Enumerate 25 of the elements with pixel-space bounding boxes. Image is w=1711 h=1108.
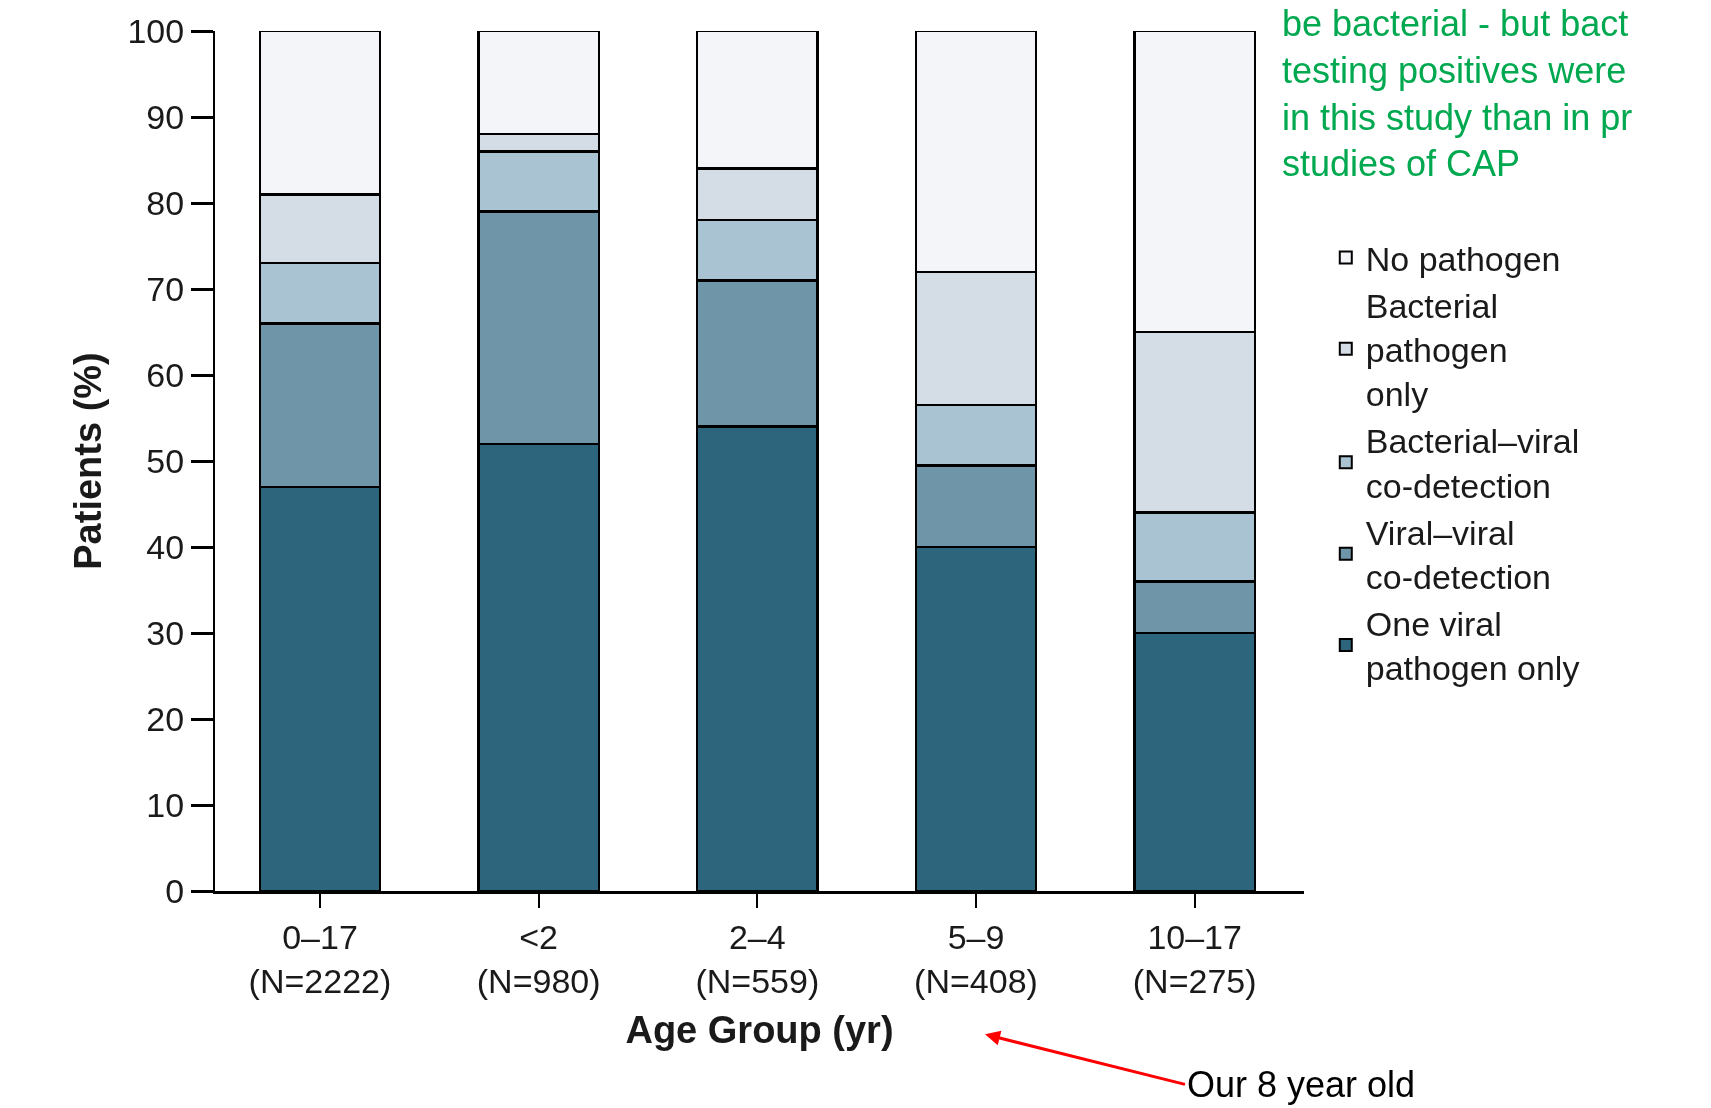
- legend-label: Bacterial pathogen only: [1365, 286, 1508, 414]
- y-tick-label: 70: [146, 269, 185, 308]
- annotation: be bacterial - but bact testing positives were in this study than in pr studies of CAP: [1282, 3, 1633, 185]
- y-tick-label: 90: [146, 97, 185, 136]
- legend-label: Bacterial–viral co-detection: [1365, 422, 1580, 505]
- x-tick-label: 2–4 (N=559): [695, 917, 820, 1000]
- y-tick-label: 10: [146, 785, 185, 824]
- y-tick-label: 20: [146, 699, 185, 738]
- legend-label: One viral pathogen only: [1365, 605, 1580, 688]
- x-tick-label: 0–17 (N=2222): [248, 917, 392, 1000]
- x-tick-label: 5–9 (N=408): [914, 917, 1038, 1000]
- legend-label: Viral–viral co-detection: [1365, 513, 1552, 597]
- x-tick-label: 10–17 (N=275): [1132, 917, 1257, 1000]
- y-tick-label: 100: [127, 11, 185, 50]
- y-tick-label: 40: [146, 527, 185, 566]
- y-tick-label: 0: [165, 871, 185, 910]
- y-tick-label: 30: [146, 613, 185, 652]
- y-tick-label: 60: [146, 355, 185, 394]
- legend-label: No pathogen: [1365, 239, 1561, 278]
- text: Our 8 year old: [1187, 1064, 1416, 1105]
- x-tick-label: <2 (N=980): [476, 917, 601, 1000]
- y-axis-title: Patients (%): [67, 352, 110, 570]
- y-tick-label: 80: [146, 183, 185, 222]
- y-tick-label: 50: [146, 441, 185, 480]
- x-axis-title: Age Group (yr): [625, 1009, 894, 1052]
